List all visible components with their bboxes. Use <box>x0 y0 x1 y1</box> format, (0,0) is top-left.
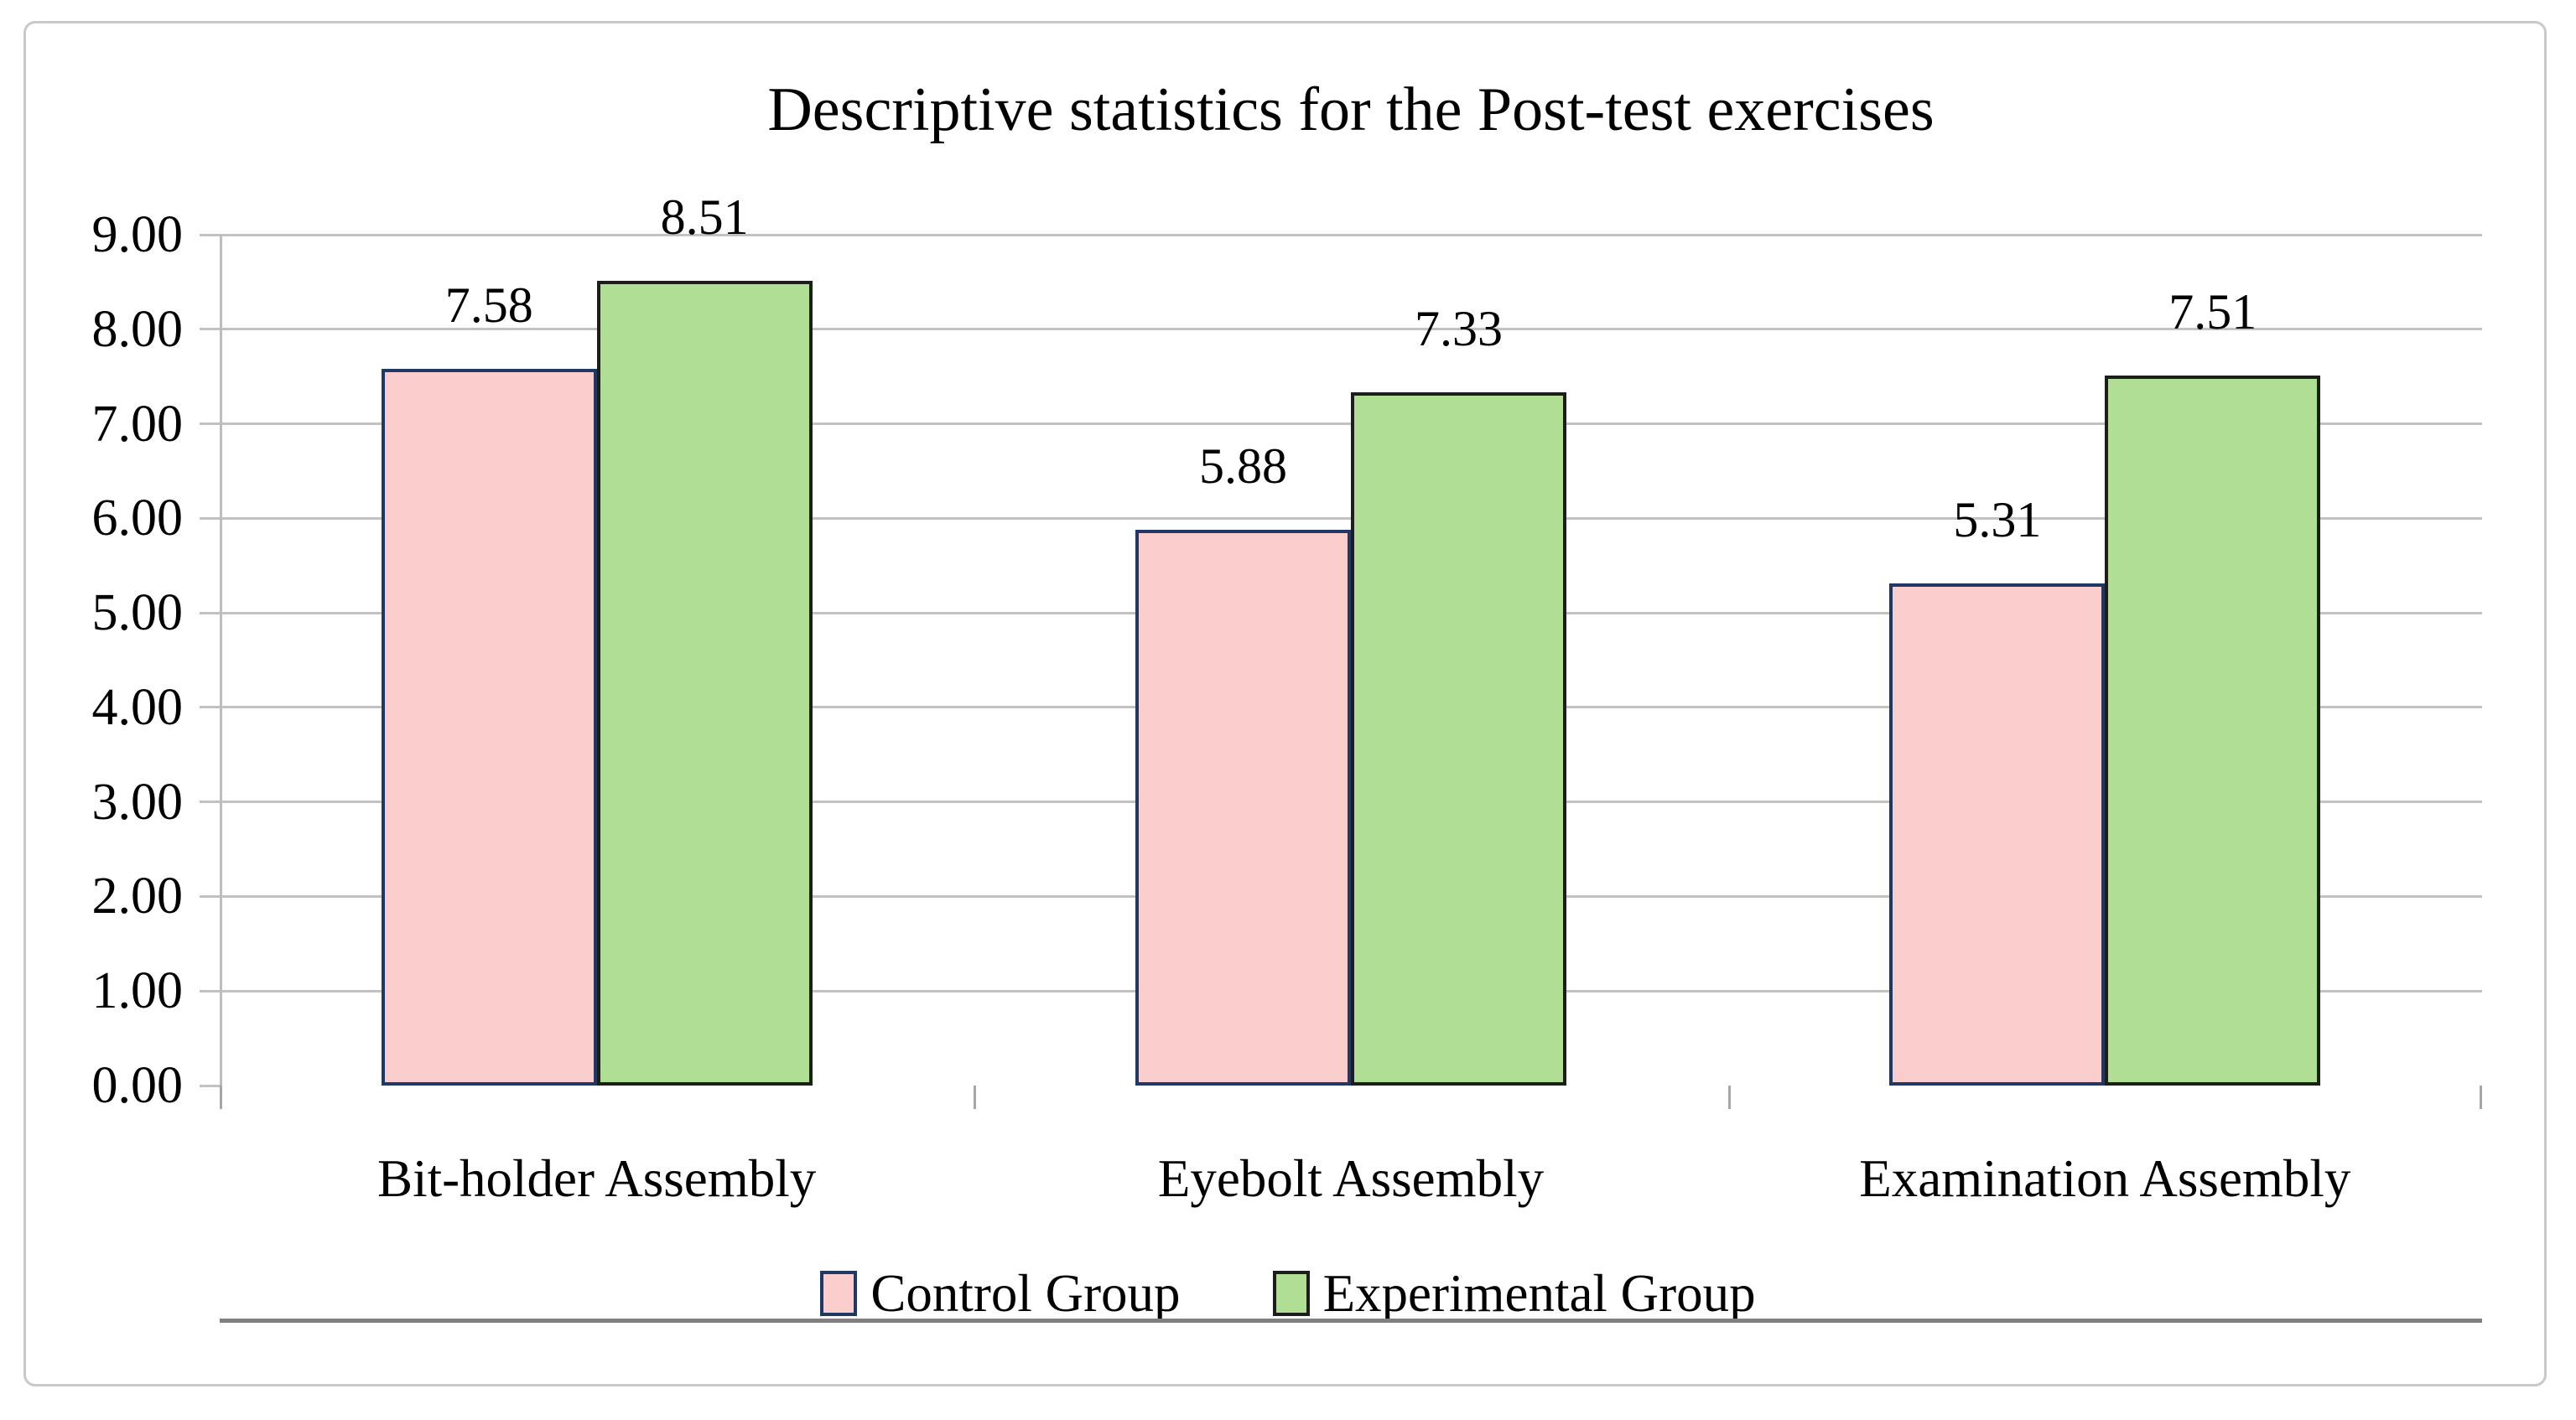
y-axis-tick-label: 7.00 <box>91 395 184 453</box>
y-axis-tick-label: 2.00 <box>91 868 184 925</box>
y-axis-tick-label: 4.00 <box>91 678 184 736</box>
legend-label: Experimental Group <box>1322 1264 1756 1323</box>
y-axis-tick-label: 0.00 <box>91 1057 184 1114</box>
gridline <box>220 233 2482 236</box>
y-axis-tick <box>200 1084 220 1087</box>
bar-value-label: 8.51 <box>660 189 749 246</box>
legend-swatch <box>820 1271 858 1316</box>
x-axis-line <box>220 1319 2482 1323</box>
bar-control-group <box>381 369 597 1086</box>
bar-experimental-group <box>2105 376 2321 1086</box>
y-axis-tick <box>200 894 220 898</box>
bar-value-label: 7.33 <box>1414 301 1503 357</box>
x-axis-tick <box>974 1086 977 1109</box>
x-axis-tick <box>220 1086 222 1109</box>
bar-value-label: 5.88 <box>1199 438 1288 494</box>
gridline <box>220 328 2482 331</box>
y-axis-tick-label: 6.00 <box>91 490 184 547</box>
bar-value-label: 7.51 <box>2168 284 2257 340</box>
y-axis-tick-label: 5.00 <box>91 584 184 642</box>
bar-value-label: 7.58 <box>444 277 533 334</box>
x-axis-labels: Bit-holder Assembly Eyebolt Assembly Exami… <box>220 1147 2482 1222</box>
legend: Control Group Experimental Group <box>0 1264 2576 1323</box>
y-axis-tick <box>200 422 220 426</box>
x-axis-tick <box>1727 1086 1731 1109</box>
y-axis-tick <box>200 516 220 520</box>
y-axis-tick-label: 3.00 <box>91 773 184 831</box>
plot-area: 7.58 8.51 5.88 7.33 5.31 7.51 <box>200 191 2482 1323</box>
x-axis-category-label: Examination Assembly <box>1859 1149 2351 1208</box>
y-axis-tick <box>200 801 220 804</box>
y-axis-tick <box>200 328 220 331</box>
y-axis-tick <box>200 611 220 614</box>
y-axis-tick <box>200 233 220 236</box>
y-axis-tick-label: 8.00 <box>91 300 184 358</box>
bar-experimental-group <box>596 281 813 1086</box>
y-axis-tick <box>200 989 220 992</box>
legend-swatch <box>1272 1271 1310 1316</box>
bar-experimental-group <box>1351 392 1566 1086</box>
legend-item-experimental-group: Experimental Group <box>1272 1264 1756 1323</box>
y-axis-line <box>220 235 222 1109</box>
x-axis-category-label: Eyebolt Assembly <box>1157 1149 1545 1208</box>
legend-label: Control Group <box>870 1264 1181 1323</box>
y-axis-tick-label: 9.00 <box>91 206 184 263</box>
y-axis-labels: 0.00 1.00 2.00 3.00 4.00 5.00 6.00 7.00 8.00 9.00 <box>0 208 184 1112</box>
bar-control-group <box>1889 583 2106 1086</box>
bar-control-group <box>1135 529 1351 1086</box>
bar-value-label: 5.31 <box>1953 492 2042 548</box>
y-axis-tick <box>200 706 220 709</box>
x-axis-category-label: Bit-holder Assembly <box>377 1149 817 1208</box>
y-axis-tick-label: 1.00 <box>91 962 184 1020</box>
legend-item-control-group: Control Group <box>820 1264 1181 1323</box>
chart-title: Descriptive statistics for the Post-test… <box>767 75 1935 144</box>
x-axis-tick <box>2480 1086 2482 1109</box>
